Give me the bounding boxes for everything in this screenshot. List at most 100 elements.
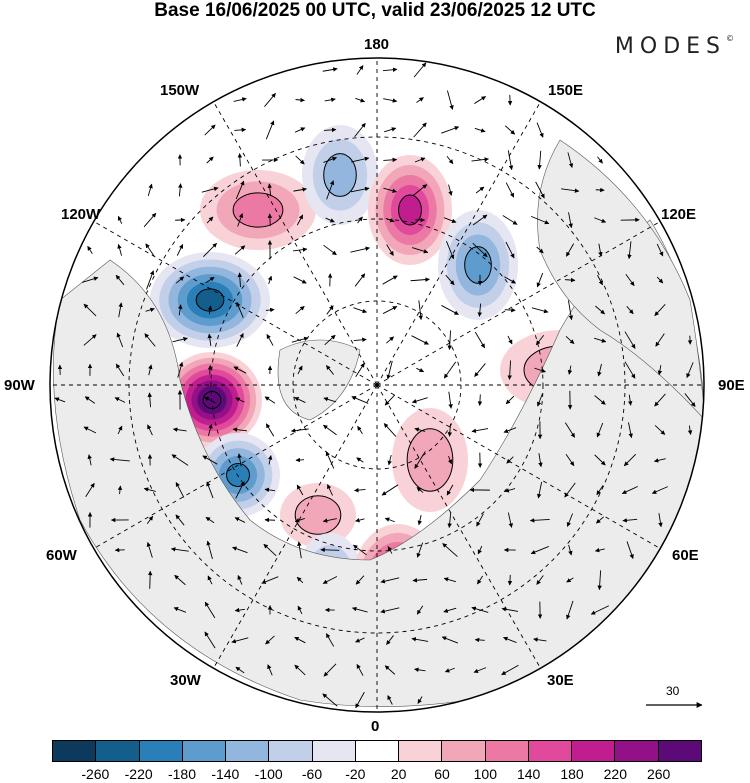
wind-arrow [658,513,663,528]
land-area [53,219,704,707]
wind-arrow [231,637,249,644]
wind-arrow [444,667,455,673]
meridian-line [213,384,378,669]
wind-arrow [684,393,696,407]
wind-arrow [351,156,370,163]
wind-arrow [386,635,394,645]
wind-arrow [387,695,393,705]
wind-arrow [264,517,276,523]
wind-arrow [203,242,217,258]
wind-arrow [265,423,275,437]
wind-arrow [628,422,633,439]
colorbar-tick-label: -20 [345,766,366,782]
wind-arrow [144,333,156,347]
wind-arrow [568,300,574,321]
wind-arrow [654,304,666,316]
wind-arrow [294,517,305,523]
wind-arrow [382,306,398,314]
negative-anomaly-contour [464,246,492,284]
wind-arrow [266,334,274,346]
wind-arrow [596,484,604,496]
wind-arrow [443,217,457,223]
wind-arrow [594,395,606,405]
wind-arrow [233,97,247,102]
colorbar-tick-label: 180 [560,766,584,782]
wind-arrow [295,97,305,103]
wind-arrow [627,394,633,406]
colorbar [52,740,702,762]
wind-arrow [265,635,275,645]
wind-arrow [234,517,246,523]
wind-arrow [324,97,336,102]
colorbar-segment [572,741,616,761]
colorbar-segment [528,741,573,761]
wind-arrow [411,335,429,345]
wind-arrow [143,212,157,228]
wind-arrow [624,361,636,379]
wind-arrow [325,365,335,375]
wind-arrow [448,391,453,409]
wind-arrow [656,243,664,257]
colorbar-tick-label: 20 [390,766,407,782]
wind-arrow [267,455,273,465]
wind-arrow [323,156,337,163]
wind-arrow [235,481,245,499]
lon-label-150e: 150E [548,82,584,99]
wind-arrow [384,394,396,406]
wind-arrow [447,455,453,465]
wind-arrow [353,307,367,314]
wind-arrow [175,514,185,526]
wind-arrow [657,365,663,376]
latitude-circle [210,218,544,552]
positive-anomaly-contour [294,495,342,535]
wind-arrow [416,605,424,615]
wind-arrow [297,605,303,615]
wind-arrow [503,427,517,433]
colorbar-tick-label: 100 [473,766,498,782]
wind-arrow [477,303,483,317]
wind-arrow [322,576,338,584]
wind-arrow [387,454,392,466]
wind-arrow [443,361,457,379]
wind-arrow [237,272,243,288]
wind-arrow [206,156,214,164]
wind-arrow [323,663,337,677]
wind-arrow [205,516,215,524]
wind-arrow [507,360,512,380]
wind-arrow [383,423,397,437]
wind-arrow [117,485,123,495]
wind-arrow [177,183,183,197]
wind-arrow [441,305,459,315]
wind-arrow [353,544,367,556]
wind-arrow [296,214,304,226]
wind-arrow [294,397,306,403]
wind-arrow [322,67,338,72]
wind-arrow [561,188,580,193]
colorbar-tick-label: -260 [81,766,110,782]
wind-arrow [418,300,423,321]
wind-arrow [442,543,458,557]
wind-arrow [323,397,337,403]
meridian-line [376,384,661,549]
wind-arrow [471,157,489,162]
wind-arrow [507,150,514,171]
wind-arrow [447,330,452,350]
wind-arrow [565,243,575,257]
wind-arrow [295,305,305,315]
lon-label-30e: 30E [547,672,574,689]
wind-arrow [115,363,125,377]
wind-arrow [567,152,574,168]
wind-arrow [471,428,489,433]
wind-arrow [175,276,185,284]
lon-label-180: 180 [364,36,390,53]
wind-arrow [536,272,544,288]
wind-arrow [566,577,574,583]
colorbar-tick-label: -60 [301,766,323,782]
reference-vector-label: 30 [666,684,680,698]
wind-arrow [207,333,212,347]
wind-arrow [384,665,396,675]
wind-arrow [380,577,400,584]
wind-arrow [416,97,424,103]
wind-arrow [504,307,516,313]
wind-arrow [594,337,607,343]
